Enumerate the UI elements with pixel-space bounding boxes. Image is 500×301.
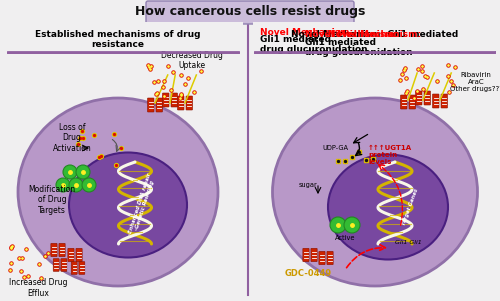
Text: Novel Mechanism:: Novel Mechanism:: [327, 28, 423, 37]
Text: Established mechanisms of drug
resistance: Established mechanisms of drug resistanc…: [35, 30, 201, 49]
FancyBboxPatch shape: [424, 91, 430, 105]
Text: Novel Mechanism:: Novel Mechanism:: [305, 30, 398, 39]
Text: sugar: sugar: [298, 182, 318, 188]
Text: Novel Mechanism: Gli1 mediated: Novel Mechanism: Gli1 mediated: [292, 30, 458, 39]
FancyBboxPatch shape: [53, 259, 59, 271]
Text: Ribavirin
AraC
Other drugs???: Ribavirin AraC Other drugs???: [450, 72, 500, 92]
Text: Modification
of Drug
Targets: Modification of Drug Targets: [28, 185, 76, 215]
Text: UDP-GA: UDP-GA: [322, 145, 348, 151]
Text: GDC-0449: GDC-0449: [284, 268, 332, 278]
Text: Gli1 Gli1: Gli1 Gli1: [394, 240, 421, 244]
FancyBboxPatch shape: [171, 93, 177, 107]
FancyBboxPatch shape: [416, 91, 422, 105]
Circle shape: [56, 178, 70, 192]
FancyBboxPatch shape: [303, 248, 309, 262]
FancyBboxPatch shape: [186, 96, 192, 110]
Text: -Enhanced DNA repair
-Genetic Rewiring: -Enhanced DNA repair -Genetic Rewiring: [127, 172, 157, 238]
Text: Loss of
Drug
Activation: Loss of Drug Activation: [52, 123, 92, 153]
FancyBboxPatch shape: [409, 95, 416, 109]
FancyBboxPatch shape: [51, 243, 57, 257]
Bar: [253, 22, 495, 52]
Text: Increased Drug
Efflux: Increased Drug Efflux: [9, 278, 67, 298]
Text: Decreased Drug
Uptake: Decreased Drug Uptake: [161, 51, 223, 70]
Text: Novel Mechanism:: Novel Mechanism:: [260, 28, 356, 37]
FancyBboxPatch shape: [59, 243, 65, 257]
Text: Target Genes: Target Genes: [401, 188, 419, 226]
Text: ↑↑↑UGT1A
protein
levels: ↑↑↑UGT1A protein levels: [368, 145, 412, 165]
Ellipse shape: [272, 98, 478, 286]
FancyBboxPatch shape: [68, 248, 74, 262]
Text: Gli1 mediated
drug glucuronidation: Gli1 mediated drug glucuronidation: [260, 35, 368, 54]
FancyBboxPatch shape: [61, 259, 67, 271]
Circle shape: [344, 217, 360, 233]
FancyBboxPatch shape: [327, 251, 333, 265]
FancyBboxPatch shape: [178, 96, 184, 110]
Text: Gli1 mediated
drug glucuronidation: Gli1 mediated drug glucuronidation: [312, 28, 438, 47]
Circle shape: [69, 178, 83, 192]
Ellipse shape: [18, 98, 218, 286]
Ellipse shape: [69, 153, 187, 257]
Text: Novel Mechanism:: Novel Mechanism:: [328, 30, 422, 39]
Circle shape: [76, 165, 90, 179]
FancyBboxPatch shape: [162, 93, 169, 107]
FancyBboxPatch shape: [71, 262, 77, 274]
Circle shape: [330, 217, 346, 233]
FancyBboxPatch shape: [156, 98, 162, 112]
Circle shape: [82, 178, 96, 192]
Text: How cancerous cells resist drugs: How cancerous cells resist drugs: [135, 5, 365, 18]
FancyBboxPatch shape: [148, 98, 154, 112]
Text: Established mechanisms of drug
resistance: Established mechanisms of drug resistanc…: [35, 28, 201, 47]
FancyBboxPatch shape: [319, 251, 325, 265]
FancyBboxPatch shape: [146, 1, 354, 24]
Text: Gli1 mediated
drug glucuronidation: Gli1 mediated drug glucuronidation: [305, 38, 412, 57]
Bar: [5, 22, 243, 52]
FancyBboxPatch shape: [441, 94, 448, 108]
Text: Active: Active: [335, 235, 355, 241]
FancyBboxPatch shape: [432, 94, 439, 108]
Ellipse shape: [328, 154, 448, 259]
FancyBboxPatch shape: [79, 262, 85, 274]
FancyBboxPatch shape: [76, 248, 82, 262]
FancyBboxPatch shape: [400, 95, 407, 109]
Circle shape: [63, 165, 77, 179]
FancyBboxPatch shape: [311, 248, 317, 262]
